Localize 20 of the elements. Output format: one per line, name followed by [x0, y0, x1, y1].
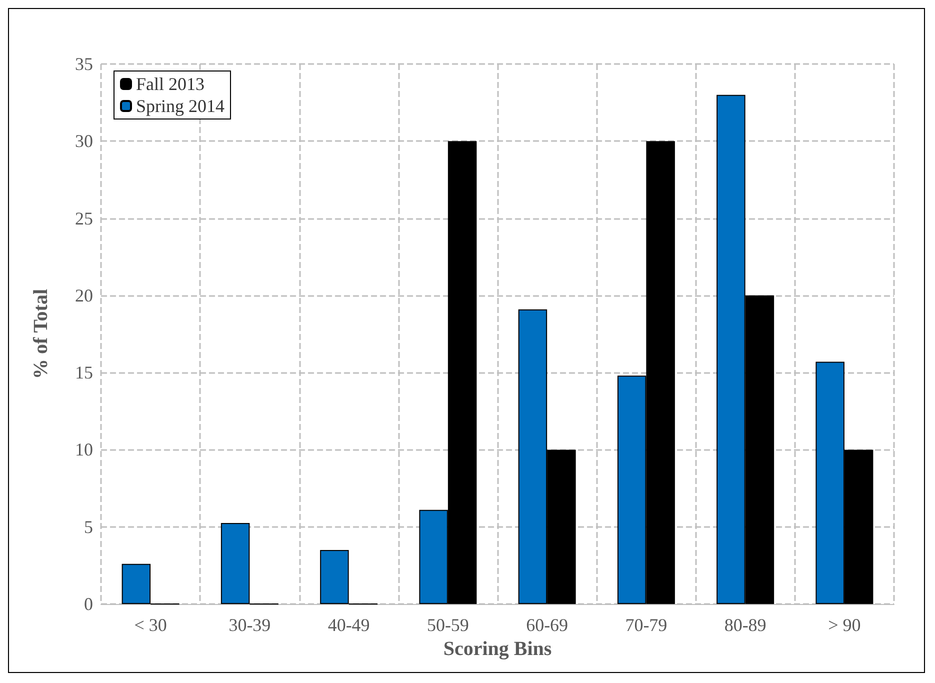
legend-label: Spring 2014 — [136, 96, 225, 116]
x-tick-label: 50-59 — [426, 615, 469, 635]
x-tick-label: 70-79 — [625, 615, 668, 635]
x-tick-label: 30-39 — [228, 615, 271, 635]
x-axis-title: Scoring Bins — [443, 638, 552, 660]
y-tick-label: 35 — [75, 54, 93, 74]
x-tick-label: 60-69 — [526, 615, 568, 635]
legend-label: Fall 2013 — [136, 74, 205, 94]
y-tick-label: 25 — [75, 208, 93, 228]
y-tick-label: 5 — [84, 516, 93, 537]
y-tick-label: 10 — [75, 440, 93, 460]
x-tick-label: 40-49 — [328, 615, 370, 635]
y-tick-label: 20 — [75, 285, 93, 306]
y-tick-label: 0 — [84, 594, 93, 614]
x-tick-label: 80-89 — [724, 615, 766, 635]
y-axis-title: % of Total — [30, 288, 52, 380]
y-tick-label: 30 — [75, 131, 93, 152]
y-tick-label: 15 — [75, 362, 93, 383]
x-tick-label: > 90 — [828, 615, 861, 635]
x-tick-label: < 30 — [134, 615, 167, 635]
